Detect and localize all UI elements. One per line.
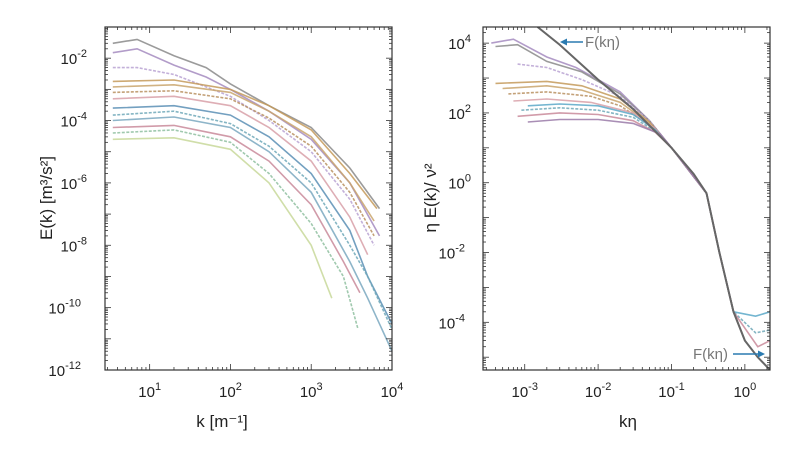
y-tick-label: 10-6 (61, 173, 87, 193)
series-line (513, 98, 735, 312)
annotation-label: F(kη) (585, 34, 620, 51)
y-tick-label: 10-8 (61, 235, 87, 255)
series-line (508, 91, 735, 312)
y-tick-label: 10-2 (61, 48, 87, 68)
left-x-axis-label: k [m⁻¹] (196, 412, 247, 431)
series-line (112, 95, 369, 256)
reference-curve-F (536, 27, 770, 370)
series-line (112, 124, 361, 294)
y-tick-label: 10-12 (48, 360, 81, 380)
y-tick-label: 10-10 (48, 298, 81, 318)
series-line (112, 79, 378, 210)
series-line (112, 89, 375, 237)
series-group (491, 27, 770, 370)
plot-frame (104, 26, 393, 371)
plot-frame (482, 26, 771, 371)
x-tick-label: 104 (381, 381, 404, 401)
series-line (112, 136, 333, 299)
series-line (112, 83, 375, 222)
x-tick-label: 101 (138, 381, 161, 401)
series-line (495, 43, 746, 341)
arrowhead-left-icon (560, 38, 567, 46)
right-y-axis-label: η E(k)/ ν² (421, 163, 440, 232)
axis-ticks (483, 27, 770, 370)
x-tick-label: 10-3 (511, 381, 537, 401)
right-x-axis-label: kη (619, 412, 637, 431)
series-line (502, 84, 735, 312)
x-tick-label: 100 (733, 381, 756, 401)
series-line (495, 80, 746, 341)
right-panel: 10-3 10-2 10-1 100 10-4 10-2 100 102 104 (439, 26, 771, 401)
series-line (112, 129, 359, 330)
y-tick-label: 102 (448, 103, 471, 123)
y-tick-label: 100 (448, 173, 471, 193)
x-tick-label: 102 (219, 381, 242, 401)
x-tick-label: 10-2 (585, 381, 611, 401)
series-line (521, 106, 770, 334)
x-tick-label: 10-1 (658, 381, 684, 401)
arrowhead-right-icon (758, 350, 765, 358)
series-line (527, 103, 770, 318)
series-line (112, 104, 392, 325)
series-line (112, 38, 381, 210)
y-tick-label: 104 (448, 33, 471, 53)
y-tick-label: 10-4 (439, 312, 465, 332)
series-line (517, 63, 735, 312)
y-tick-label: 10-4 (61, 111, 87, 131)
series-line (517, 112, 770, 348)
left-y-axis-label: E(k) [m³/s²] (37, 156, 56, 240)
y-tick-label: 10-2 (439, 243, 465, 263)
series-line (112, 110, 392, 330)
series-line (527, 118, 735, 312)
series-line (491, 38, 746, 341)
series-line (112, 116, 392, 352)
series-group (112, 38, 392, 352)
axis-ticks (105, 26, 393, 371)
x-tick-label: 103 (300, 381, 323, 401)
annotation-label: F(kη) (693, 346, 728, 363)
annotation-bottom: F(kη) (693, 346, 765, 363)
left-panel: 101 102 103 104 10-12 10-10 10-8 10-6 10-4 10-2 (48, 26, 404, 401)
annotation-top: F(kη) (560, 34, 620, 51)
series-line (112, 47, 381, 237)
